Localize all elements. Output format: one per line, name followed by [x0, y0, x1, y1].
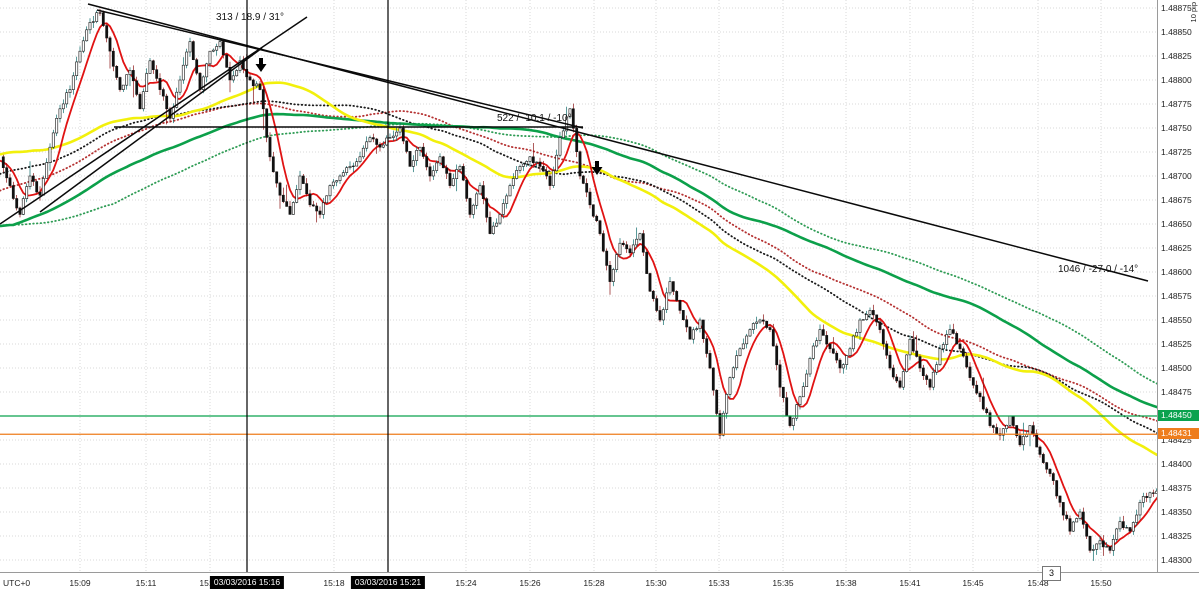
price-tick-label: 1.48475 [1161, 386, 1192, 397]
time-tick-label: 15:26 [519, 578, 541, 588]
price-tick-label: 1.48375 [1161, 482, 1192, 493]
time-tick-label: 15:09 [69, 578, 91, 588]
price-tick-label: 1.48875 [1161, 2, 1192, 13]
price-level-badge: 1.48450 [1158, 409, 1199, 421]
time-tick-label: 15:48 [1027, 578, 1049, 588]
utc-offset-label: UTC+0 [3, 578, 31, 588]
signal-arrows-layer[interactable] [255, 58, 603, 175]
candles-layer [1, 8, 1157, 561]
price-tick-label: 1.48325 [1161, 530, 1192, 541]
time-tick-label: 15:38 [835, 578, 857, 588]
price-tick-label: 1.48600 [1161, 266, 1192, 277]
time-tick-label: 15:11 [135, 578, 157, 588]
time-tick-label: 15:35 [772, 578, 794, 588]
time-tick-label: 15:18 [323, 578, 345, 588]
time-tick-label: 15:33 [708, 578, 730, 588]
trade-count-marker[interactable]: 3 [1042, 566, 1061, 581]
price-tick-label: 1.48750 [1161, 122, 1192, 133]
price-tick-label: 1.48650 [1161, 218, 1192, 229]
time-tick-label: 15:28 [583, 578, 605, 588]
time-axis[interactable]: UTC+0 15:0915:1115:1315:1815:2415:2615:2… [0, 572, 1199, 593]
slow-ma-layer [0, 22, 1157, 548]
time-tick-label: 15:24 [455, 578, 477, 588]
price-tick-label: 1.48550 [1161, 314, 1192, 325]
price-tick-label: 1.48425 [1161, 434, 1192, 445]
price-tick-label: 1.48850 [1161, 26, 1192, 37]
measure-annotation: 1046 / -27.0 / -14° [1058, 264, 1138, 275]
measure-annotation: 313 / 18.9 / 31° [216, 12, 284, 23]
price-tick-label: 1.48625 [1161, 242, 1192, 253]
ma-red-dotted [0, 102, 1157, 422]
event-time-badge: 03/03/2016 15:21 [350, 576, 426, 589]
price-tick-label: 1.48300 [1161, 554, 1192, 565]
trend-lines-layer[interactable] [0, 3, 1149, 282]
time-tick-label: 15:45 [962, 578, 984, 588]
trend-line-5[interactable] [39, 47, 263, 213]
down-arrow-icon[interactable] [255, 58, 267, 72]
time-tick-label: 15:41 [899, 578, 921, 588]
price-tick-label: 1.48775 [1161, 98, 1192, 109]
chart-canvas[interactable]: 313 / 18.9 / 31° 522 / -10.1 / -10° 1046 /… [0, 0, 1157, 572]
level-lines-layer[interactable] [0, 415, 1157, 435]
price-tick-label: 1.48350 [1161, 506, 1192, 517]
ma-green-dotted [0, 122, 1157, 385]
price-tick-label: 1.48725 [1161, 146, 1192, 157]
pip-scale-label: 10 pip [1189, 2, 1198, 23]
measure-annotation: 522 / -10.1 / -10° [497, 113, 572, 124]
price-tick-label: 1.48400 [1161, 458, 1192, 469]
price-tick-label: 1.48525 [1161, 338, 1192, 349]
price-tick-label: 1.48825 [1161, 50, 1192, 61]
price-tick-label: 1.48575 [1161, 290, 1192, 301]
price-tick-label: 1.48800 [1161, 74, 1192, 85]
price-level-badge: 1.48431 [1158, 428, 1199, 440]
ma-green [0, 112, 1157, 409]
ma-red [0, 22, 1157, 548]
price-tick-label: 1.48500 [1161, 362, 1192, 373]
trend-line-2[interactable] [96, 9, 584, 129]
annotations-layer: 313 / 18.9 / 31° 522 / -10.1 / -10° 1046 /… [216, 12, 1138, 275]
down-arrow-icon[interactable] [591, 161, 603, 175]
price-tick-label: 1.48700 [1161, 170, 1192, 181]
trend-line-4[interactable] [0, 16, 308, 225]
price-axis[interactable]: 10 pip 1.48875 1.48850 1.48825 1.48800 1.487… [1157, 0, 1199, 572]
event-lines-layer[interactable] [246, 0, 389, 572]
price-tick-label: 1.48675 [1161, 194, 1192, 205]
time-tick-label: 15:50 [1090, 578, 1112, 588]
event-time-badge: 03/03/2016 15:16 [209, 576, 285, 589]
time-tick-label: 15:30 [645, 578, 667, 588]
grid-layer [0, 0, 1157, 572]
